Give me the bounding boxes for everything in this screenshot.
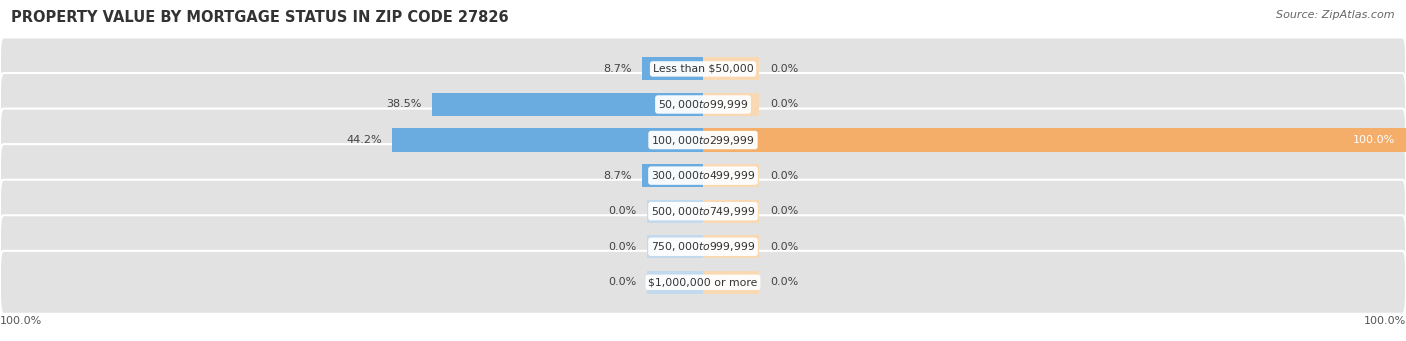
Text: $500,000 to $749,999: $500,000 to $749,999 [651, 205, 755, 218]
Bar [703, 271, 759, 294]
Text: 38.5%: 38.5% [387, 100, 422, 109]
Text: 0.0%: 0.0% [770, 170, 799, 181]
Bar [392, 129, 703, 152]
Text: 0.0%: 0.0% [770, 206, 799, 216]
Text: $300,000 to $499,999: $300,000 to $499,999 [651, 169, 755, 182]
Text: 8.7%: 8.7% [603, 170, 631, 181]
Bar [703, 199, 759, 223]
Bar [647, 199, 703, 223]
Text: 0.0%: 0.0% [770, 100, 799, 109]
Bar [647, 271, 703, 294]
Bar [641, 164, 703, 187]
Text: 0.0%: 0.0% [607, 277, 637, 287]
Bar [703, 235, 759, 258]
Bar [433, 93, 703, 116]
FancyBboxPatch shape [0, 251, 1406, 314]
Bar [641, 164, 703, 187]
Text: 0.0%: 0.0% [770, 64, 799, 74]
Bar [641, 57, 703, 80]
Text: $1,000,000 or more: $1,000,000 or more [648, 277, 758, 287]
Bar [703, 164, 759, 187]
FancyBboxPatch shape [0, 215, 1406, 278]
FancyBboxPatch shape [0, 38, 1406, 100]
Bar [703, 93, 759, 116]
FancyBboxPatch shape [0, 108, 1406, 172]
Text: $50,000 to $99,999: $50,000 to $99,999 [658, 98, 748, 111]
Text: Source: ZipAtlas.com: Source: ZipAtlas.com [1277, 10, 1395, 20]
Text: 100.0%: 100.0% [1364, 316, 1406, 326]
Text: 100.0%: 100.0% [1353, 135, 1396, 145]
Bar [392, 129, 703, 152]
Text: $100,000 to $299,999: $100,000 to $299,999 [651, 134, 755, 147]
FancyBboxPatch shape [0, 73, 1406, 136]
Text: PROPERTY VALUE BY MORTGAGE STATUS IN ZIP CODE 27826: PROPERTY VALUE BY MORTGAGE STATUS IN ZIP… [11, 10, 509, 25]
Text: $750,000 to $999,999: $750,000 to $999,999 [651, 240, 755, 253]
Text: 0.0%: 0.0% [607, 206, 637, 216]
Text: 0.0%: 0.0% [770, 277, 799, 287]
FancyBboxPatch shape [0, 180, 1406, 243]
FancyBboxPatch shape [0, 144, 1406, 207]
Text: 8.7%: 8.7% [603, 64, 631, 74]
Text: Less than $50,000: Less than $50,000 [652, 64, 754, 74]
Bar [703, 129, 1406, 152]
Bar [703, 57, 759, 80]
Bar [703, 129, 1406, 152]
Text: 100.0%: 100.0% [0, 316, 42, 326]
Text: 0.0%: 0.0% [607, 242, 637, 252]
Bar [641, 57, 703, 80]
Text: 0.0%: 0.0% [770, 242, 799, 252]
Text: 44.2%: 44.2% [346, 135, 382, 145]
Bar [433, 93, 703, 116]
Bar [647, 235, 703, 258]
